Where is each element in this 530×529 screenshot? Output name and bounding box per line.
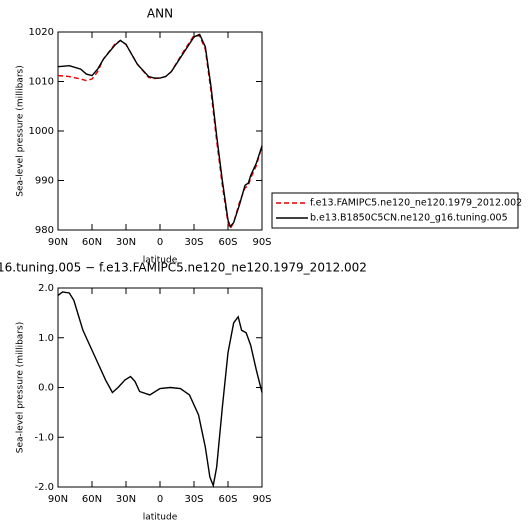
x-tick-label: 30S: [184, 494, 203, 505]
x-tick-label: 90N: [48, 494, 68, 505]
x-tick-label: 60S: [218, 494, 237, 505]
x-axis-label: latitude: [143, 513, 178, 523]
data-line: [57, 291, 263, 489]
x-tick-label: 60S: [218, 237, 237, 248]
plot-frame: [57, 31, 263, 231]
x-tick-label: 30N: [116, 494, 136, 505]
x-tick-label: 90S: [252, 494, 271, 505]
y-axis-label: Sea-level pressure (millibars): [16, 65, 26, 196]
legend-label: b.e13.B1850C5CN.ne120_g16.tuning.005: [310, 213, 508, 224]
data-line: [57, 34, 263, 231]
x-tick-label: 30N: [116, 237, 136, 248]
x-tick-label: 90S: [252, 237, 271, 248]
y-tick-label: 990: [35, 176, 54, 187]
y-tick-label: -1.0: [34, 432, 54, 443]
y-tick-label: 1000: [29, 126, 54, 137]
y-tick-label: 1020: [29, 27, 54, 38]
x-tick-label: 60N: [82, 494, 102, 505]
x-tick-label: 30S: [184, 237, 203, 248]
x-tick-label: 0: [157, 237, 163, 248]
x-tick-label: 0: [157, 494, 163, 505]
x-tick-label: 90N: [48, 237, 68, 248]
y-axis-label: Sea-level pressure (millibars): [16, 322, 26, 453]
x-axis-label: latitude: [143, 256, 178, 266]
y-tick-label: -2.0: [34, 482, 54, 493]
legend-label: f.e13.FAMIPC5.ne120_ne120.1979_2012.002: [310, 198, 522, 209]
chart-title: ANN: [147, 7, 173, 21]
data-line: [57, 33, 263, 228]
y-tick-label: 1010: [29, 77, 54, 88]
y-tick-label: 2.0: [38, 283, 54, 294]
y-tick-label: 980: [35, 225, 54, 236]
y-tick-label: 1.0: [38, 333, 54, 344]
chart-title: e120_g16.tuning.005 − f.e13.FAMIPC5.ne12…: [0, 261, 367, 275]
legend-box: [271, 192, 519, 229]
plot-frame: [57, 287, 263, 488]
y-tick-label: 0.0: [38, 383, 54, 394]
x-tick-label: 60N: [82, 237, 102, 248]
